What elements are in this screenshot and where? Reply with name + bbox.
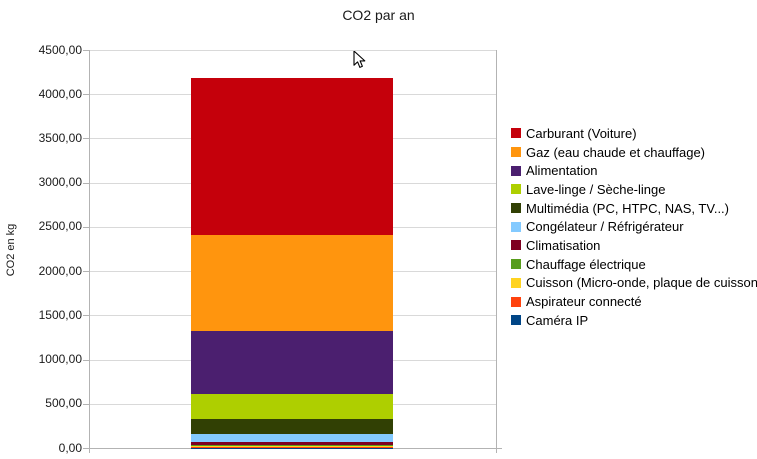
legend-swatch <box>511 128 521 139</box>
legend-swatch <box>511 277 521 288</box>
mouse-cursor-icon <box>353 50 366 68</box>
bar-segment[interactable] <box>191 445 393 446</box>
bar-segment[interactable] <box>191 77 393 235</box>
legend-item[interactable]: Multimédia (PC, HTPC, NAS, TV...) <box>511 199 757 218</box>
y-tick-label: 3500,00 <box>38 130 82 145</box>
legend-item-label: Chauffage électrique <box>526 256 646 272</box>
legend-swatch <box>511 165 521 176</box>
y-tick-mark <box>83 138 89 140</box>
y-gridline <box>90 50 496 51</box>
legend-item-label: Cuisson (Micro-onde, plaque de cuisson) <box>526 275 757 291</box>
bar-segment[interactable] <box>191 234 393 332</box>
legend-item[interactable]: Carburant (Voiture) <box>511 124 757 143</box>
y-tick-mark <box>83 50 89 51</box>
y-tick-label: 3000,00 <box>38 175 82 190</box>
y-tick-label: 2500,00 <box>38 219 82 234</box>
legend-item[interactable]: Cuisson (Micro-onde, plaque de cuisson) <box>511 274 757 293</box>
chart-title: CO2 par an <box>342 7 415 23</box>
y-tick-label: 4000,00 <box>38 86 82 101</box>
legend-swatch <box>511 147 521 158</box>
legend: Carburant (Voiture) Gaz (eau chaude et ch… <box>511 124 757 330</box>
y-tick-label: 0,00 <box>58 440 82 455</box>
legend-item-label: Alimentation <box>526 163 598 179</box>
y-tick-label: 4500,00 <box>38 42 82 57</box>
legend-item[interactable]: Lave-linge / Sèche-linge <box>511 180 757 199</box>
bar-segment[interactable] <box>191 331 393 395</box>
legend-item[interactable]: Chauffage électrique <box>511 255 757 274</box>
y-axis-line <box>89 50 90 453</box>
bar-segment[interactable] <box>191 447 393 448</box>
legend-item-label: Gaz (eau chaude et chauffage) <box>526 144 705 160</box>
legend-item-label: Aspirateur connecté <box>526 294 642 310</box>
bar-segment[interactable] <box>191 394 393 419</box>
legend-item-label: Lave-linge / Sèche-linge <box>526 181 666 197</box>
y-tick-mark <box>83 315 89 317</box>
y-tick-label: 500,00 <box>45 396 82 411</box>
legend-item-label: Caméra IP <box>526 312 589 328</box>
bar-segment[interactable] <box>191 445 393 448</box>
y-axis-title-label: CO2 en kg <box>5 223 17 277</box>
legend-item-label: Climatisation <box>526 237 601 253</box>
legend-item-label: Carburant (Voiture) <box>526 125 637 141</box>
plot-right-border <box>496 50 497 453</box>
bar-segment[interactable] <box>191 441 393 446</box>
legend-item[interactable]: Caméra IP <box>511 311 757 330</box>
legend-item[interactable]: Gaz (eau chaude et chauffage) <box>511 143 757 162</box>
y-tick-mark <box>83 226 89 228</box>
bar-segment[interactable] <box>191 418 393 434</box>
legend-item[interactable]: Congélateur / Réfrigérateur <box>511 217 757 236</box>
y-tick-mark <box>83 182 89 184</box>
y-tick-label: 2000,00 <box>38 263 82 278</box>
x-axis-line <box>83 448 502 449</box>
legend-swatch <box>511 240 521 251</box>
y-tick-mark <box>83 359 89 361</box>
legend-item[interactable]: Aspirateur connecté <box>511 292 757 311</box>
legend-swatch <box>511 203 521 214</box>
y-tick-mark <box>83 271 89 273</box>
legend-swatch <box>511 221 521 232</box>
legend-swatch <box>511 296 521 307</box>
bar-segment[interactable] <box>191 433 393 442</box>
y-tick-label: 1500,00 <box>38 307 82 322</box>
y-tick-mark <box>83 403 89 405</box>
legend-swatch <box>511 315 521 326</box>
legend-swatch <box>511 184 521 195</box>
legend-swatch <box>511 259 521 270</box>
legend-item[interactable]: Alimentation <box>511 161 757 180</box>
y-tick-mark <box>83 94 89 96</box>
y-tick-label: 1000,00 <box>38 352 82 367</box>
legend-item[interactable]: Climatisation <box>511 236 757 255</box>
legend-item-label: Multimédia (PC, HTPC, NAS, TV...) <box>526 200 729 216</box>
legend-item-label: Congélateur / Réfrigérateur <box>526 219 684 235</box>
stacked-bar <box>191 77 393 448</box>
